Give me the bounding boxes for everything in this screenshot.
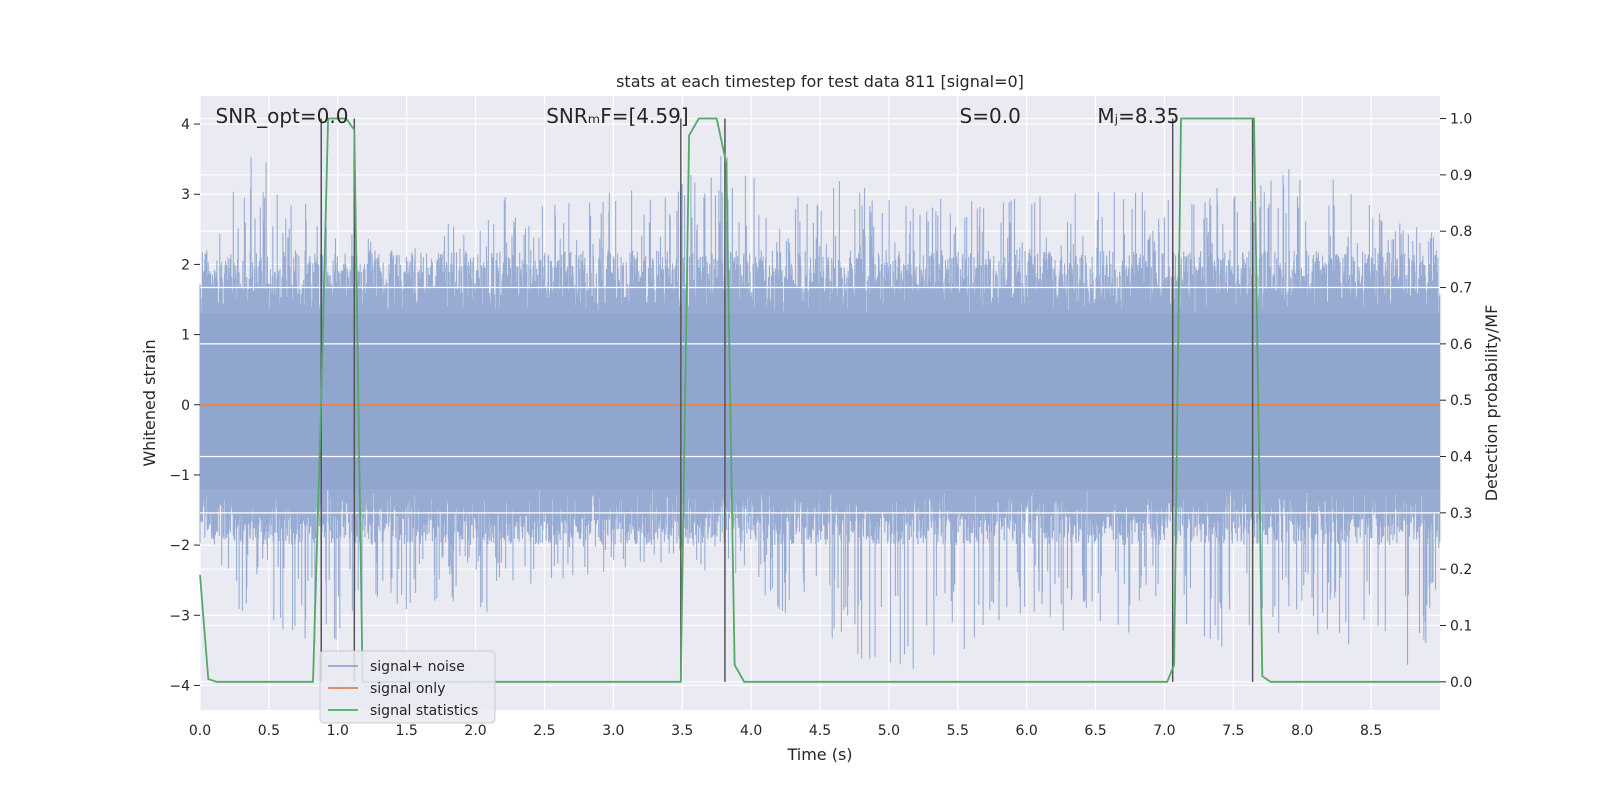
y-right-tick-label: 0.1 — [1450, 619, 1472, 635]
x-tick-label: 4.5 — [809, 723, 831, 739]
y-left-tick-label: 0 — [181, 398, 190, 414]
x-tick-label: 1.5 — [396, 723, 418, 739]
y-left-tick-label: 1 — [181, 328, 190, 344]
annotations: SNR_opt=0.0 SNRₘF=[4.59] S=0.0 Mⱼ=8.35 — [216, 104, 1180, 128]
x-axis-ticks: 0.0 0.5 1.0 1.5 2.0 2.5 3.0 3.5 4.0 4.5 5.0 5.5 6.0 6… — [189, 723, 1382, 739]
x-tick-label: 5.0 — [878, 723, 900, 739]
y-right-axis-ticks: 1.0 0.9 0.8 0.7 0.6 0.5 0.4 0.3 0.2 0.1 0.0 — [1440, 112, 1472, 691]
y-right-tick-label: 0.6 — [1450, 337, 1472, 353]
y-right-tick-label: 0.9 — [1450, 168, 1472, 184]
x-tick-label: 4.0 — [740, 723, 762, 739]
y-left-tick-label: −3 — [169, 608, 190, 624]
y-right-axis-label: Detection probability/MF — [1482, 305, 1501, 502]
x-tick-label: 2.5 — [533, 723, 555, 739]
y-right-tick-label: 0.2 — [1450, 562, 1472, 578]
x-tick-label: 7.5 — [1222, 723, 1244, 739]
signal-statistics-line — [199, 117, 1440, 683]
signal-noise-series — [199, 155, 1441, 669]
x-tick-label: 0.0 — [189, 723, 211, 739]
x-axis-label: Time (s) — [786, 745, 852, 764]
x-tick-label: 7.0 — [1153, 723, 1175, 739]
legend-label: signal+ noise — [370, 659, 465, 675]
y-left-tick-label: 3 — [181, 187, 190, 203]
legend-label: signal statistics — [370, 703, 478, 719]
y-left-tick-label: −4 — [169, 678, 190, 694]
x-tick-label: 6.0 — [1016, 723, 1038, 739]
y-right-tick-label: 0.0 — [1450, 675, 1472, 691]
x-tick-label: 6.5 — [1084, 723, 1106, 739]
y-right-tick-label: 0.8 — [1450, 224, 1472, 240]
legend: signal+ noise signal only signal statistic… — [319, 650, 496, 724]
annotation-text: SNRₘF=[4.59] — [546, 104, 688, 128]
y-right-tick-label: 1.0 — [1450, 112, 1472, 128]
annotation-text: Mⱼ=8.35 — [1097, 104, 1179, 128]
annotation-text: SNR_opt=0.0 — [216, 104, 349, 128]
y-right-tick-label: 0.4 — [1450, 450, 1472, 466]
y-left-tick-label: −2 — [169, 538, 190, 554]
x-tick-label: 5.5 — [947, 723, 969, 739]
x-tick-label: 2.0 — [464, 723, 486, 739]
x-tick-label: 8.0 — [1291, 723, 1313, 739]
chart-title: stats at each timestep for test data 811… — [616, 72, 1024, 91]
y-left-tick-label: 4 — [181, 117, 190, 133]
y-left-tick-label: −1 — [169, 468, 190, 484]
x-tick-label: 3.0 — [602, 723, 624, 739]
x-tick-label: 0.5 — [258, 723, 280, 739]
y-left-axis-ticks: 4 3 2 1 0 −1 −2 −3 −4 — [169, 117, 200, 694]
annotation-text: S=0.0 — [960, 104, 1021, 128]
y-right-tick-label: 0.7 — [1450, 281, 1472, 297]
legend-box — [319, 650, 496, 724]
y-left-axis-label: Whitened strain — [140, 339, 159, 466]
signal-noise-core — [200, 313, 1440, 489]
series-lines — [199, 117, 1440, 683]
x-tick-label: 3.5 — [671, 723, 693, 739]
x-tick-label: 8.5 — [1360, 723, 1382, 739]
x-tick-label: 1.0 — [327, 723, 349, 739]
y-right-tick-label: 0.5 — [1450, 393, 1472, 409]
y-right-tick-label: 0.3 — [1450, 506, 1472, 522]
y-left-tick-label: 2 — [181, 257, 190, 273]
legend-label: signal only — [370, 681, 445, 697]
